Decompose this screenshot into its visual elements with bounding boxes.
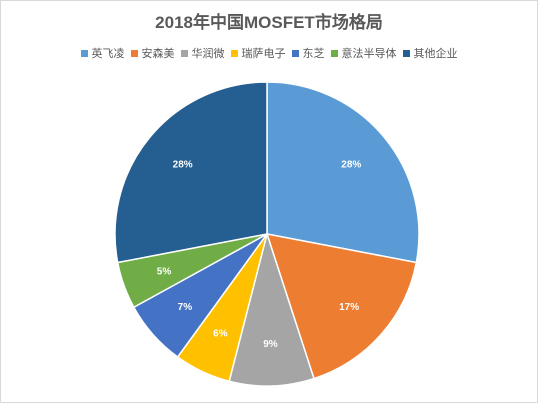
data-label: 28%	[341, 160, 361, 171]
legend-label: 英飞凌	[91, 47, 125, 60]
data-label: 17%	[339, 302, 359, 313]
legend-item: 东芝	[291, 45, 325, 61]
legend-swatch	[330, 49, 338, 57]
data-label: 5%	[157, 267, 172, 278]
legend-label: 华润微	[191, 47, 225, 60]
pie-slice	[266, 81, 420, 264]
legend-item: 瑞萨电子	[230, 45, 286, 61]
legend-label: 其他企业	[413, 47, 458, 60]
legend-swatch	[80, 49, 88, 57]
legend-item: 其他企业	[402, 45, 458, 61]
data-label: 9%	[263, 339, 278, 350]
legend-swatch	[230, 49, 238, 57]
legend-swatch	[291, 49, 299, 57]
legend-label: 瑞萨电子	[241, 47, 286, 60]
legend-item: 英飞凌	[80, 45, 125, 61]
legend-item: 安森美	[130, 45, 175, 61]
chart-title: 2018年中国MOSFET市场格局	[155, 13, 383, 32]
legend: 英飞凌 安森美 华润微 瑞萨电子 东芝 意法半导体 其他企业	[0, 45, 538, 61]
legend-label: 意法半导体	[341, 47, 397, 60]
pie-slice	[114, 81, 268, 264]
pie-slice	[265, 233, 418, 380]
legend-swatch	[180, 49, 188, 57]
legend-label: 东芝	[302, 47, 325, 60]
pie-slice	[228, 231, 315, 387]
legend-item: 华润微	[180, 45, 225, 61]
data-label: 7%	[178, 302, 193, 313]
legend-swatch	[402, 49, 410, 57]
data-label: 6%	[213, 329, 228, 340]
legend-label: 安森美	[141, 47, 175, 60]
legend-item: 意法半导体	[330, 45, 397, 61]
data-label: 28%	[173, 160, 193, 171]
legend-swatch	[130, 49, 138, 57]
